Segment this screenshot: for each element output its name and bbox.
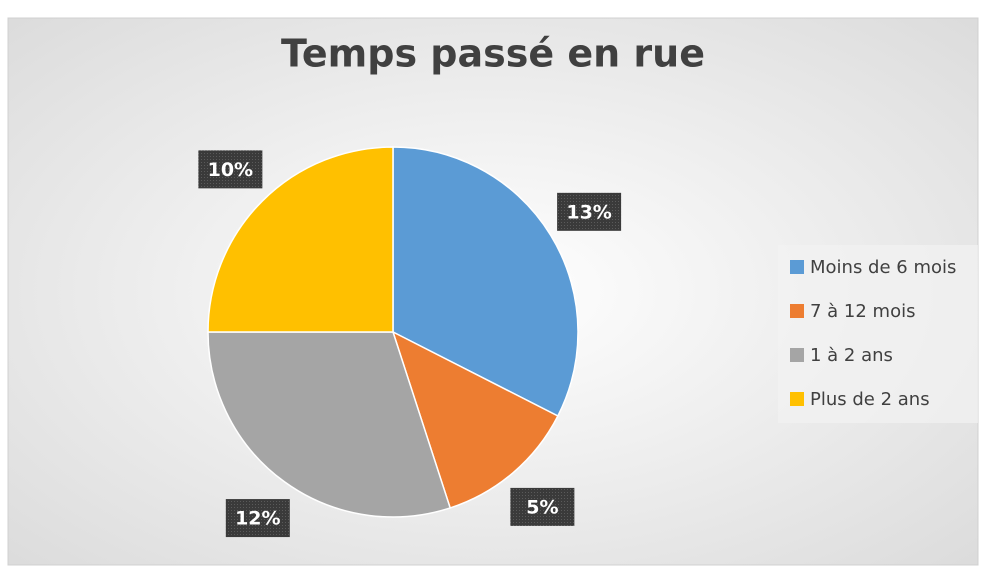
data-label: 12% bbox=[235, 508, 280, 530]
legend-label: Moins de 6 mois bbox=[810, 257, 956, 278]
pie-slice bbox=[207, 146, 394, 333]
pie-slice bbox=[207, 331, 452, 518]
legend-label: 1 à 2 ans bbox=[810, 345, 893, 366]
data-label: 5% bbox=[526, 496, 558, 518]
data-label-box bbox=[198, 150, 263, 189]
legend-label: Plus de 2 ans bbox=[810, 389, 930, 410]
data-label-box bbox=[557, 192, 622, 231]
legend-swatch bbox=[790, 260, 804, 274]
data-label-box bbox=[225, 499, 290, 538]
data-label-box bbox=[510, 487, 575, 526]
pie-slice bbox=[392, 146, 579, 417]
data-label: 13% bbox=[566, 201, 611, 223]
legend-swatch bbox=[790, 304, 804, 318]
data-label: 10% bbox=[208, 159, 253, 181]
chart-title: Temps passé en rue bbox=[281, 32, 705, 76]
pie-slice bbox=[391, 330, 559, 509]
legend-label: 7 à 12 mois bbox=[810, 301, 915, 322]
legend-swatch bbox=[790, 392, 804, 406]
legend-swatch bbox=[790, 348, 804, 362]
legend-box bbox=[778, 245, 978, 423]
